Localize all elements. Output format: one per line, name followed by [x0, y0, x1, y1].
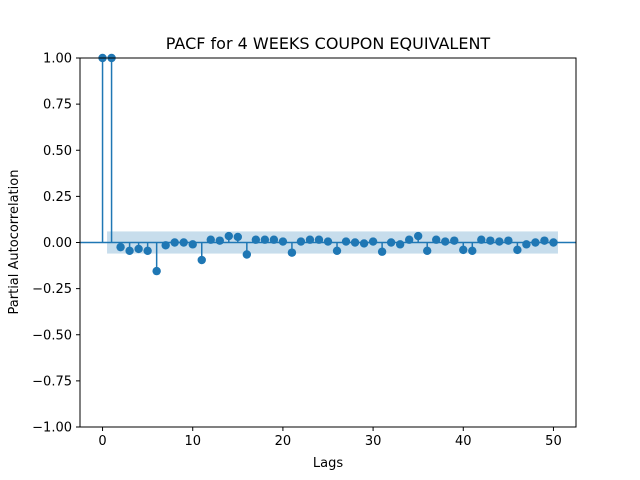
data-point: [206, 235, 215, 244]
data-point: [161, 241, 170, 250]
data-point: [332, 246, 342, 256]
y-tick-label: −1.00: [32, 421, 72, 436]
y-tick-label: 0.00: [43, 236, 72, 251]
data-point: [395, 240, 405, 249]
x-tick-label: 30: [365, 434, 382, 449]
data-point: [341, 237, 351, 246]
y-tick-label: 0.75: [43, 98, 72, 113]
data-point: [242, 250, 252, 259]
data-point: [215, 236, 224, 245]
y-tick-label: −0.50: [32, 328, 72, 343]
data-point: [152, 266, 161, 276]
x-tick-label: 40: [455, 434, 472, 449]
data-point: [224, 231, 233, 241]
data-point: [413, 231, 423, 241]
data-point: [513, 245, 522, 255]
data-point: [125, 246, 134, 256]
y-tick-label: 0.50: [43, 144, 72, 159]
data-point: [495, 237, 504, 246]
x-tick-label: 10: [184, 434, 201, 449]
data-point: [368, 237, 378, 246]
data-point: [540, 236, 549, 245]
data-point: [170, 238, 179, 247]
data-point: [350, 238, 360, 247]
data-point: [477, 235, 486, 244]
y-tick-label: −0.75: [32, 374, 72, 389]
data-point: [504, 236, 513, 245]
data-point: [143, 246, 152, 256]
y-tick-label: −0.25: [32, 282, 72, 297]
data-point: [269, 235, 279, 244]
data-point: [549, 238, 558, 247]
data-point: [134, 244, 143, 254]
plot-area: 0 10 20 30 40 50 −1.00 −0.75 −0.50 −0.25 0.00 0.25 0…: [32, 52, 577, 449]
x-axis-label: Lags: [313, 456, 343, 471]
data-point: [468, 246, 477, 256]
data-point: [233, 232, 243, 242]
y-tick-label: 0.25: [43, 190, 72, 205]
data-point: [314, 235, 324, 244]
data-point: [179, 238, 188, 247]
data-point: [287, 248, 297, 257]
data-point: [323, 237, 333, 246]
data-point: [386, 238, 396, 247]
x-tick-label: 0: [98, 434, 106, 449]
data-point: [251, 235, 261, 244]
data-point: [260, 235, 270, 244]
data-point: [296, 237, 306, 246]
data-point: [531, 238, 540, 247]
data-point: [197, 255, 206, 265]
data-point: [377, 247, 387, 256]
data-point: [116, 242, 125, 252]
data-point: [432, 235, 441, 244]
data-point: [278, 237, 288, 246]
data-point: [359, 239, 369, 248]
data-point: [486, 236, 495, 245]
data-point: [522, 240, 531, 249]
x-tick-label: 20: [275, 434, 292, 449]
data-point: [423, 246, 432, 256]
data-point: [404, 235, 414, 244]
data-point: [459, 245, 468, 255]
data-point: [450, 236, 459, 245]
data-point: [305, 235, 315, 244]
y-axis-label: Partial Autocorrelation: [7, 170, 22, 315]
data-point: [188, 240, 197, 249]
chart-title: PACF for 4 WEEKS COUPON EQUIVALENT: [166, 34, 491, 53]
y-tick-label: 1.00: [43, 52, 72, 67]
x-tick-label: 50: [545, 434, 562, 449]
data-point: [441, 237, 450, 246]
